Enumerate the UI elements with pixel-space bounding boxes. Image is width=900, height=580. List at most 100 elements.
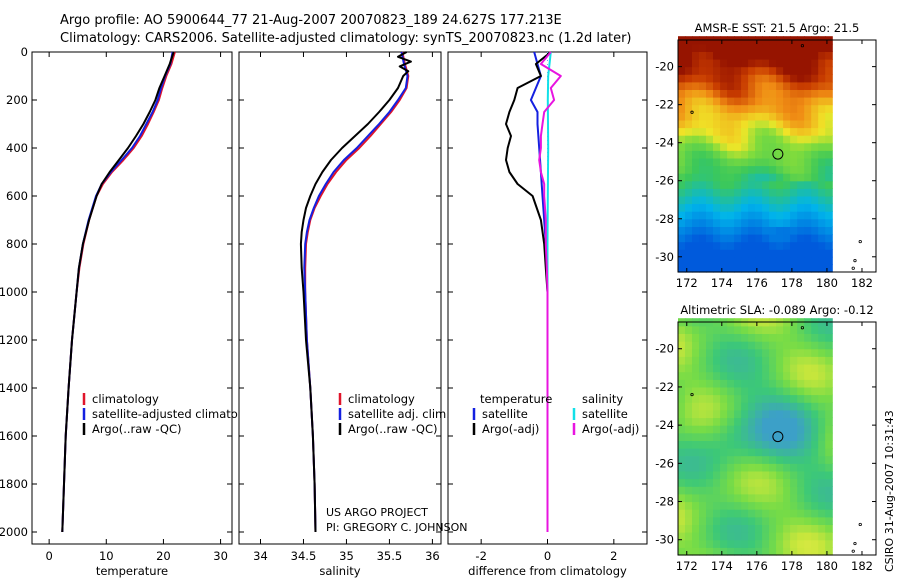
map-cell — [755, 386, 763, 396]
map-cell — [720, 364, 728, 373]
map-cell — [804, 241, 812, 250]
map-cell — [699, 74, 707, 83]
y-tick-label: -22 — [655, 98, 674, 112]
map-cell — [734, 524, 742, 533]
map-cell — [825, 364, 833, 373]
map-cell — [727, 165, 735, 174]
map-cell — [783, 157, 791, 167]
map-cell — [734, 203, 742, 212]
map-cell — [692, 509, 700, 518]
map-cell — [678, 486, 686, 495]
map-cell — [678, 539, 686, 548]
map-cell — [685, 112, 693, 121]
map-cell — [818, 471, 826, 480]
map-cell — [685, 173, 693, 182]
map-cell — [769, 547, 777, 556]
map-cell — [783, 74, 791, 83]
map-cell — [818, 264, 826, 273]
map-cell — [685, 532, 693, 541]
map-cell — [706, 509, 714, 518]
map-cell — [811, 501, 819, 510]
map-cell — [755, 348, 763, 357]
map-cell — [727, 142, 735, 151]
map-cell — [825, 325, 833, 334]
map-cell — [706, 43, 714, 52]
map-cell — [776, 402, 784, 411]
map-cell — [692, 241, 700, 250]
y-tick-label: 400 — [6, 141, 28, 155]
map-cell — [811, 256, 819, 265]
map-cell — [762, 539, 770, 548]
map-cell — [797, 203, 805, 212]
map-cell — [818, 150, 826, 159]
map-cell — [713, 516, 721, 525]
map-cell — [734, 119, 742, 129]
map-cell — [748, 417, 756, 426]
map-cell — [797, 547, 805, 556]
map-title: Altimetric SLA: -0.089 Argo: -0.12 — [680, 303, 873, 317]
map-cell — [755, 341, 763, 350]
map-cell — [769, 97, 777, 106]
map-cell — [811, 356, 819, 365]
map-cell — [748, 74, 756, 83]
map-cell — [797, 425, 805, 434]
map-cell — [727, 455, 735, 464]
map-cell — [769, 119, 777, 129]
map-cell — [706, 341, 714, 350]
map-cell — [797, 241, 805, 250]
plot-frame — [238, 51, 442, 545]
map-cell — [797, 493, 805, 503]
map-cell — [790, 135, 798, 144]
map-cell — [678, 256, 686, 265]
map-cell — [685, 127, 693, 136]
map-cell — [706, 432, 714, 441]
map-cell — [818, 173, 826, 182]
map-cell — [776, 425, 784, 434]
header-line-2: Climatology: CARS2006. Satellite-adjuste… — [60, 31, 632, 46]
map-cell — [713, 364, 721, 373]
map-cell — [727, 264, 735, 273]
map-cell — [678, 532, 686, 541]
map-cell — [741, 81, 749, 90]
map-cell — [727, 112, 735, 121]
map-cell — [790, 241, 798, 250]
map-cell — [790, 509, 798, 518]
map-cell — [727, 180, 735, 189]
map-cell — [734, 432, 742, 441]
map-cell — [748, 142, 756, 151]
map-cell — [678, 127, 686, 136]
map-cell — [748, 249, 756, 258]
map-cell — [762, 127, 770, 136]
map-cell — [811, 440, 819, 449]
map-cell — [762, 150, 770, 159]
map-cell — [699, 478, 707, 487]
map-cell — [720, 448, 728, 457]
map-cell — [741, 409, 749, 419]
x-tick-label: 34.5 — [291, 549, 317, 563]
map-cell — [748, 409, 756, 419]
map-cell — [804, 195, 812, 205]
map-cell — [678, 455, 686, 464]
map-cell — [699, 135, 707, 144]
x-axis-label: temperature — [96, 564, 168, 578]
series-line-argo-raw-qc — [61, 51, 175, 533]
map-cell — [755, 394, 763, 403]
map-cell — [825, 241, 833, 250]
map-cell — [790, 180, 798, 189]
map-cell — [825, 440, 833, 449]
map-cell — [734, 195, 742, 205]
map-cell — [741, 432, 749, 441]
map-cell — [734, 493, 742, 503]
map-cell — [720, 173, 728, 182]
map-cell — [748, 188, 756, 197]
map-cell — [748, 425, 756, 434]
map-cell — [713, 249, 721, 258]
map-cell — [699, 81, 707, 90]
map-cell — [762, 165, 770, 174]
map-cell — [776, 440, 784, 449]
map-cell — [776, 501, 784, 510]
map-cell — [818, 348, 826, 357]
map-cell — [762, 394, 770, 403]
map-cell — [811, 104, 819, 113]
